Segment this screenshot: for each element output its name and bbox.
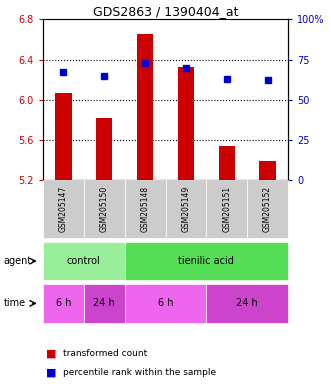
Text: GSM205152: GSM205152 xyxy=(263,186,272,232)
Text: 6 h: 6 h xyxy=(158,298,173,308)
Text: ■: ■ xyxy=(46,367,57,377)
Text: 6 h: 6 h xyxy=(56,298,71,308)
Text: GSM205147: GSM205147 xyxy=(59,186,68,232)
Text: control: control xyxy=(67,256,101,266)
Bar xyxy=(137,34,153,180)
Bar xyxy=(178,66,194,180)
Text: transformed count: transformed count xyxy=(63,349,147,358)
Text: agent: agent xyxy=(3,256,31,266)
Text: 24 h: 24 h xyxy=(93,298,115,308)
Text: GSM205151: GSM205151 xyxy=(222,186,231,232)
Bar xyxy=(96,118,113,180)
Text: GSM205150: GSM205150 xyxy=(100,186,109,232)
Text: ■: ■ xyxy=(46,348,57,358)
Bar xyxy=(218,146,235,180)
Text: GSM205149: GSM205149 xyxy=(181,186,190,232)
Text: percentile rank within the sample: percentile rank within the sample xyxy=(63,368,216,377)
Bar xyxy=(260,161,276,180)
Text: tienilic acid: tienilic acid xyxy=(178,256,234,266)
Bar xyxy=(55,93,71,180)
Text: 24 h: 24 h xyxy=(236,298,258,308)
Title: GDS2863 / 1390404_at: GDS2863 / 1390404_at xyxy=(93,5,238,18)
Text: time: time xyxy=(3,298,25,308)
Text: GSM205148: GSM205148 xyxy=(141,186,150,232)
